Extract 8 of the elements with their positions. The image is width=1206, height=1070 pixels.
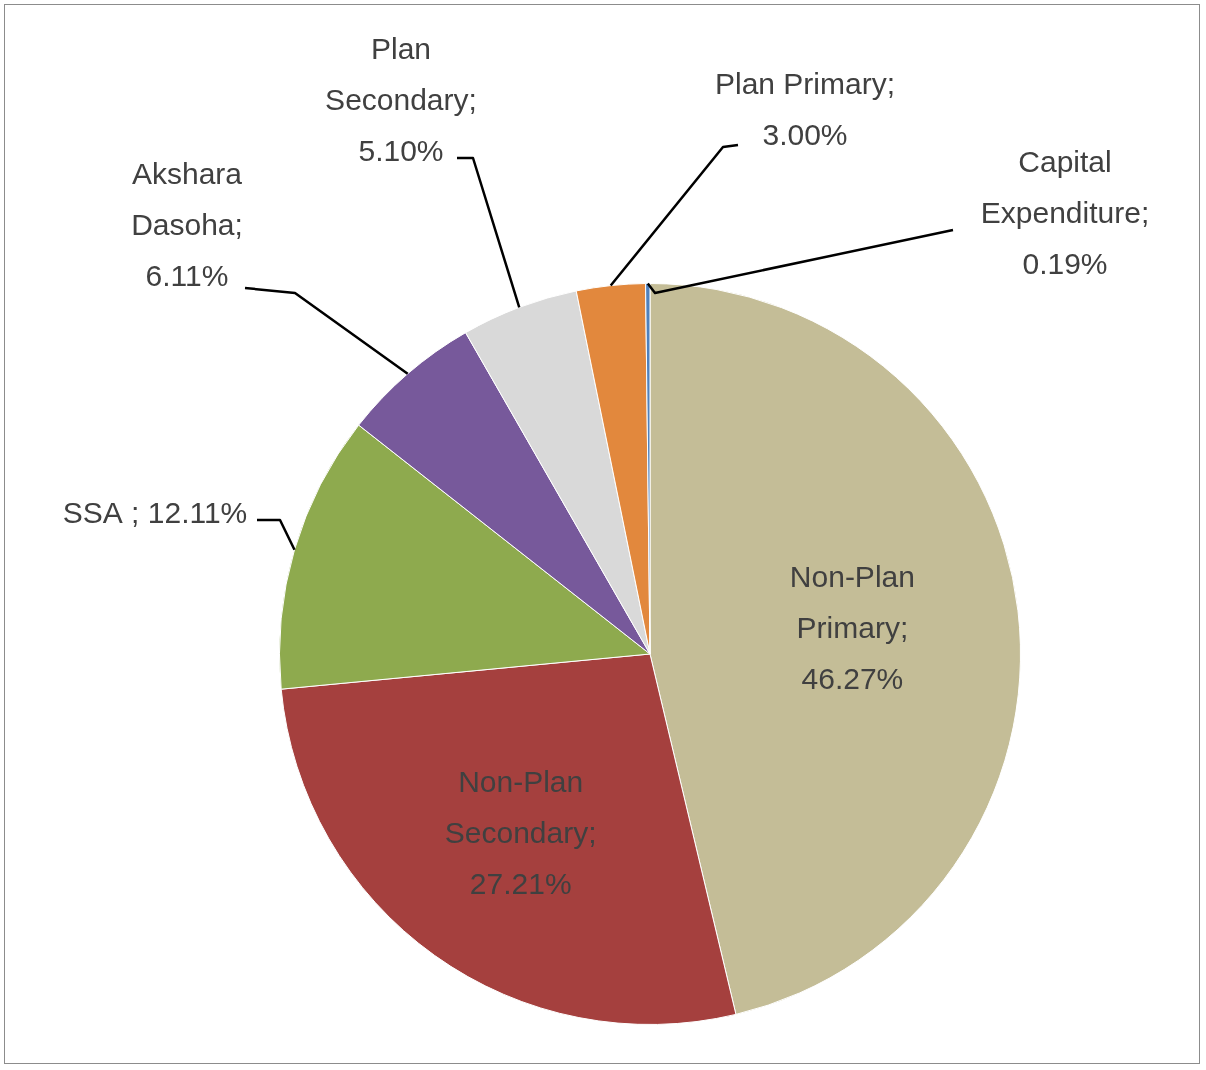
data-label: ; 12.11%: [131, 496, 248, 530]
slice-label: Plan Secondary; 5.10%: [325, 32, 477, 168]
slice-label: Akshara Dasoha; 6.11%: [131, 157, 243, 293]
slice-label: Non-Plan Primary; 46.27%: [789, 560, 915, 696]
slice-label: SSA: [62, 496, 123, 530]
slice-label: Plan Primary; 3.00%: [714, 66, 896, 151]
slice-label: Capital Expenditure; 0.19%: [980, 145, 1150, 281]
slice-label: Non-Plan Secondary; 27.21%: [444, 765, 597, 901]
